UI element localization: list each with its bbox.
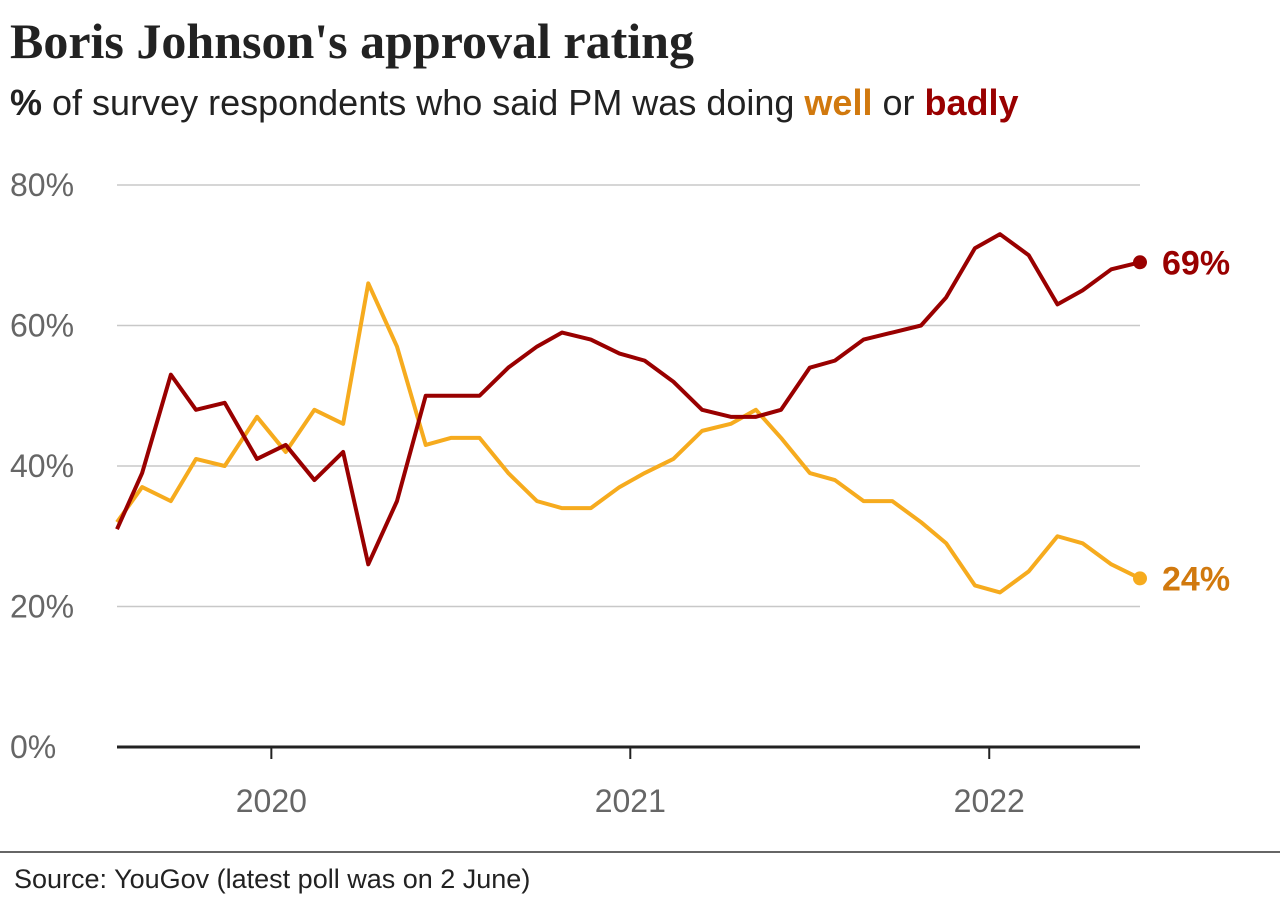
line (115, 232, 1141, 567)
y-tick-label: 0% (10, 729, 56, 765)
subtitle-part: % (10, 82, 42, 123)
data-label: 24% (1162, 560, 1230, 598)
y-tick-label: 80% (10, 167, 74, 203)
y-tick-label: 40% (10, 448, 74, 484)
line (115, 281, 1141, 595)
x-tick-label: 2021 (595, 783, 666, 819)
legend-entry: badly (924, 82, 1018, 123)
legend-entry: well (803, 82, 872, 123)
y-tick-label: 60% (10, 308, 74, 344)
chart-subtitle: % of survey respondents who said PM was … (10, 82, 1019, 123)
data-label: 69% (1162, 244, 1230, 282)
end-dot (1133, 571, 1147, 586)
x-tick-label: 2020 (236, 783, 307, 819)
subtitle-part: of survey respondents who said PM was do… (42, 82, 804, 123)
subtitle-part: or (872, 82, 924, 123)
end-dot (1133, 255, 1147, 270)
x-tick-label: 2022 (954, 783, 1025, 819)
chart-title: Boris Johnson's approval rating (10, 13, 694, 69)
source: Source: YouGov (latest poll was on 2 Jun… (14, 864, 530, 894)
y-tick-label: 20% (10, 589, 74, 625)
